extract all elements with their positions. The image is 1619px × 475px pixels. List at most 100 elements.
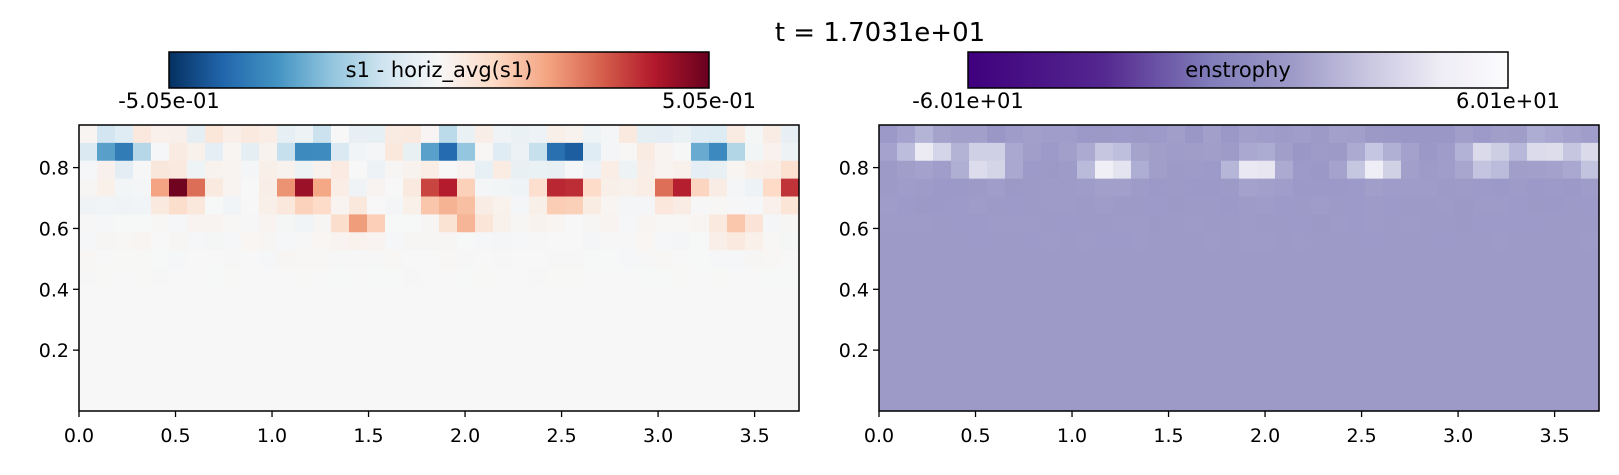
heatmap-cell [403,250,422,269]
heatmap-cell [1113,142,1132,162]
heatmap-cell [951,321,970,341]
heatmap-cell [79,250,98,269]
heatmap-cell [151,393,170,412]
heatmap-cell [241,303,260,323]
heatmap-cell [1203,250,1222,269]
heatmap-cell [1023,285,1042,305]
heatmap-cell [1095,321,1114,341]
heatmap-cell [1545,339,1564,358]
heatmap-cell [691,375,710,394]
heatmap-cell [367,321,386,341]
heatmap-cell [565,196,584,215]
heatmap-cell [601,393,620,412]
heatmap-cell [223,285,242,305]
heatmap-cell [97,178,116,198]
heatmap-cell [331,339,350,358]
heatmap-cell [1221,232,1240,251]
heatmap-cell [457,268,476,287]
heatmap-cell [691,285,710,305]
heatmap-cell [187,339,206,358]
heatmap-cell [987,142,1006,162]
heatmap-cell [763,285,782,305]
heatmap-cell [169,375,188,394]
heatmap-cell [1293,142,1312,162]
heatmap-cell [115,214,134,233]
heatmap-cell [349,393,368,412]
heatmap-cell [745,142,764,162]
heatmap-cell [205,268,224,287]
heatmap-cell [1329,232,1348,251]
heatmap-cell [897,232,916,251]
heatmap-cell [403,160,422,180]
heatmap-cell [1509,357,1528,376]
heatmap-cell [1203,125,1222,144]
heatmap-cell [1131,268,1150,287]
heatmap-cell [313,357,332,376]
heatmap-cell [763,321,782,341]
heatmap-cell [1221,125,1240,144]
heatmap-cell [313,160,332,180]
heatmap-cell [1131,196,1150,215]
heatmap-cell [1095,178,1114,198]
heatmap-cell [879,268,898,287]
heatmap-cell [115,339,134,358]
heatmap-cell [1275,285,1294,305]
heatmap-cell [421,357,440,376]
heatmap-cell [781,232,800,251]
heatmap-cell [897,142,916,162]
heatmap-cell [223,214,242,233]
heatmap-cell [205,196,224,215]
heatmap-cell [1347,321,1366,341]
heatmap-cell [933,303,952,323]
heatmap-cell [601,250,620,269]
heatmap-cell [313,250,332,269]
heatmap-cell [1581,250,1600,269]
heatmap-cell [1455,196,1474,215]
heatmap-cell [1095,160,1114,180]
heatmap-cell [1419,268,1438,287]
heatmap-cell [403,285,422,305]
heatmap-cell [1077,357,1096,376]
heatmap-cell [1275,196,1294,215]
heatmap-cell [493,196,512,215]
heatmap-cell [655,393,674,412]
heatmap-cell [1581,196,1600,215]
heatmap-cell [969,214,988,233]
heatmap-cell [673,125,692,144]
heatmap-cell [1149,285,1168,305]
heatmap-cell [987,339,1006,358]
heatmap-cell [115,125,134,144]
heatmap-cell [313,232,332,251]
heatmap-cell [97,321,116,341]
heatmap-cell [1059,196,1078,215]
heatmap-cell [897,357,916,376]
heatmap-cell [1239,303,1258,323]
heatmap-cell [547,303,566,323]
heatmap-cell [879,339,898,358]
heatmap-cell [1311,321,1330,341]
x-tick-label: 2.5 [1346,425,1376,447]
heatmap-cell [583,321,602,341]
heatmap-cell [205,393,224,412]
heatmap-cell [331,232,350,251]
heatmap-cell [97,285,116,305]
heatmap-cell [493,393,512,412]
heatmap-cell [1509,250,1528,269]
heatmap-cell [1347,142,1366,162]
heatmap-cell [601,178,620,198]
heatmap-cell [1167,196,1186,215]
heatmap-cell [511,214,530,233]
heatmap-cell [565,321,584,341]
heatmap-cell [421,250,440,269]
heatmap-cell [1023,250,1042,269]
x-tick-label: 2.0 [450,425,480,447]
heatmap-cell [1383,142,1402,162]
heatmap-cell [1149,357,1168,376]
heatmap-cell [385,160,404,180]
heatmap-cell [1239,125,1258,144]
heatmap-cell [1401,125,1420,144]
heatmap-cell [1383,160,1402,180]
heatmap-cell [637,303,656,323]
heatmap-cell [1293,339,1312,358]
